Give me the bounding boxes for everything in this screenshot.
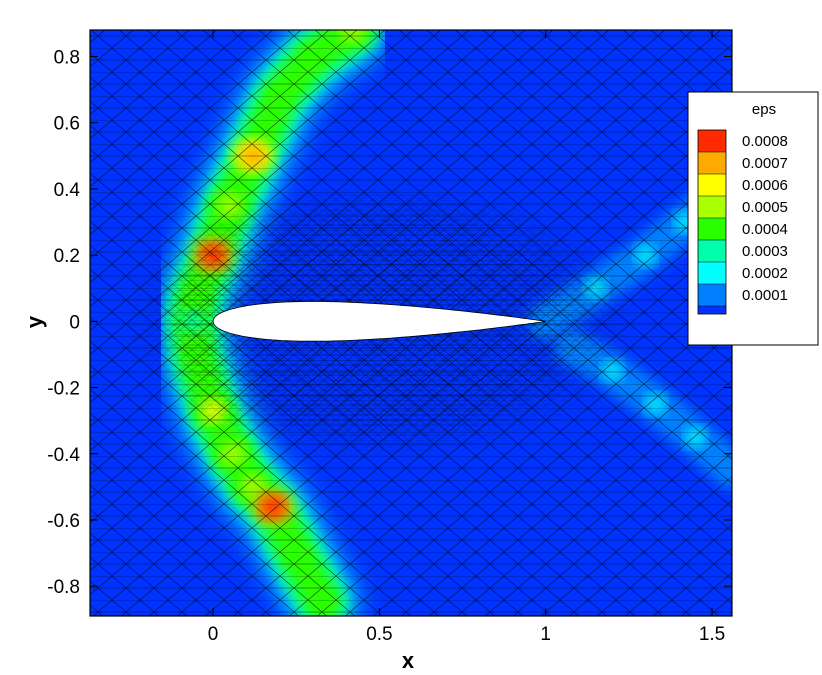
colorbar-frame bbox=[697, 129, 727, 315]
colorbar-swatch bbox=[698, 152, 726, 174]
colorbar-swatch bbox=[698, 218, 726, 240]
colorbar-swatch bbox=[698, 240, 726, 262]
colorbar-label: 0.0007 bbox=[742, 155, 788, 172]
airfoil bbox=[212, 301, 547, 342]
x-tick-label: 0.5 bbox=[366, 624, 392, 645]
y-axis-title: y bbox=[22, 315, 47, 328]
colorbar-swatch bbox=[698, 196, 726, 218]
y-axis: 0.8 0.6 0.4 0.2 0 -0.2 -0.4 -0.6 -0.8 bbox=[47, 47, 732, 598]
colorbar-label: 0.0003 bbox=[742, 243, 788, 260]
colorbar-swatch bbox=[698, 262, 726, 284]
x-axis: 0 0.5 1 1.5 bbox=[208, 30, 725, 645]
x-axis-title: x bbox=[402, 648, 415, 673]
colorbar-label: 0.0008 bbox=[742, 133, 788, 150]
colorbar-swatch bbox=[698, 130, 726, 152]
x-tick-label: 1 bbox=[540, 624, 551, 645]
y-tick-label: 0 bbox=[69, 312, 80, 333]
y-tick-label: 0.6 bbox=[54, 114, 80, 135]
colorbar-label: 0.0002 bbox=[742, 265, 788, 282]
y-tick-label: -0.8 bbox=[47, 577, 80, 598]
colorbar-label: 0.0004 bbox=[742, 221, 788, 238]
plot-area bbox=[90, 30, 732, 616]
colorbar-label: 0.0001 bbox=[742, 287, 788, 304]
y-tick-label: -0.2 bbox=[47, 379, 80, 400]
x-tick-label: 0 bbox=[208, 624, 219, 645]
y-tick-label: -0.4 bbox=[47, 445, 80, 466]
y-tick-label: 0.2 bbox=[54, 246, 80, 267]
colorbar-label: 0.0005 bbox=[742, 199, 788, 216]
colorbar-swatch bbox=[698, 174, 726, 196]
colorbar-title: eps bbox=[752, 101, 776, 118]
colorbar-label: 0.0006 bbox=[742, 177, 788, 194]
colorbar-swatches: 0.0008 0.0007 0.0006 0.0005 0.0004 0.0003 0.00… bbox=[697, 129, 788, 315]
y-tick-label: 0.4 bbox=[54, 180, 81, 201]
colorbar-swatch-min bbox=[698, 306, 726, 314]
colorbar-legend: eps 0.0008 0.0007 0.0006 0.0005 0.0004 0.0003… bbox=[687, 91, 819, 346]
colorbar-swatch bbox=[698, 284, 726, 306]
y-tick-label: 0.8 bbox=[54, 47, 80, 68]
y-tick-label: -0.6 bbox=[47, 511, 80, 532]
x-tick-label: 1.5 bbox=[699, 624, 725, 645]
